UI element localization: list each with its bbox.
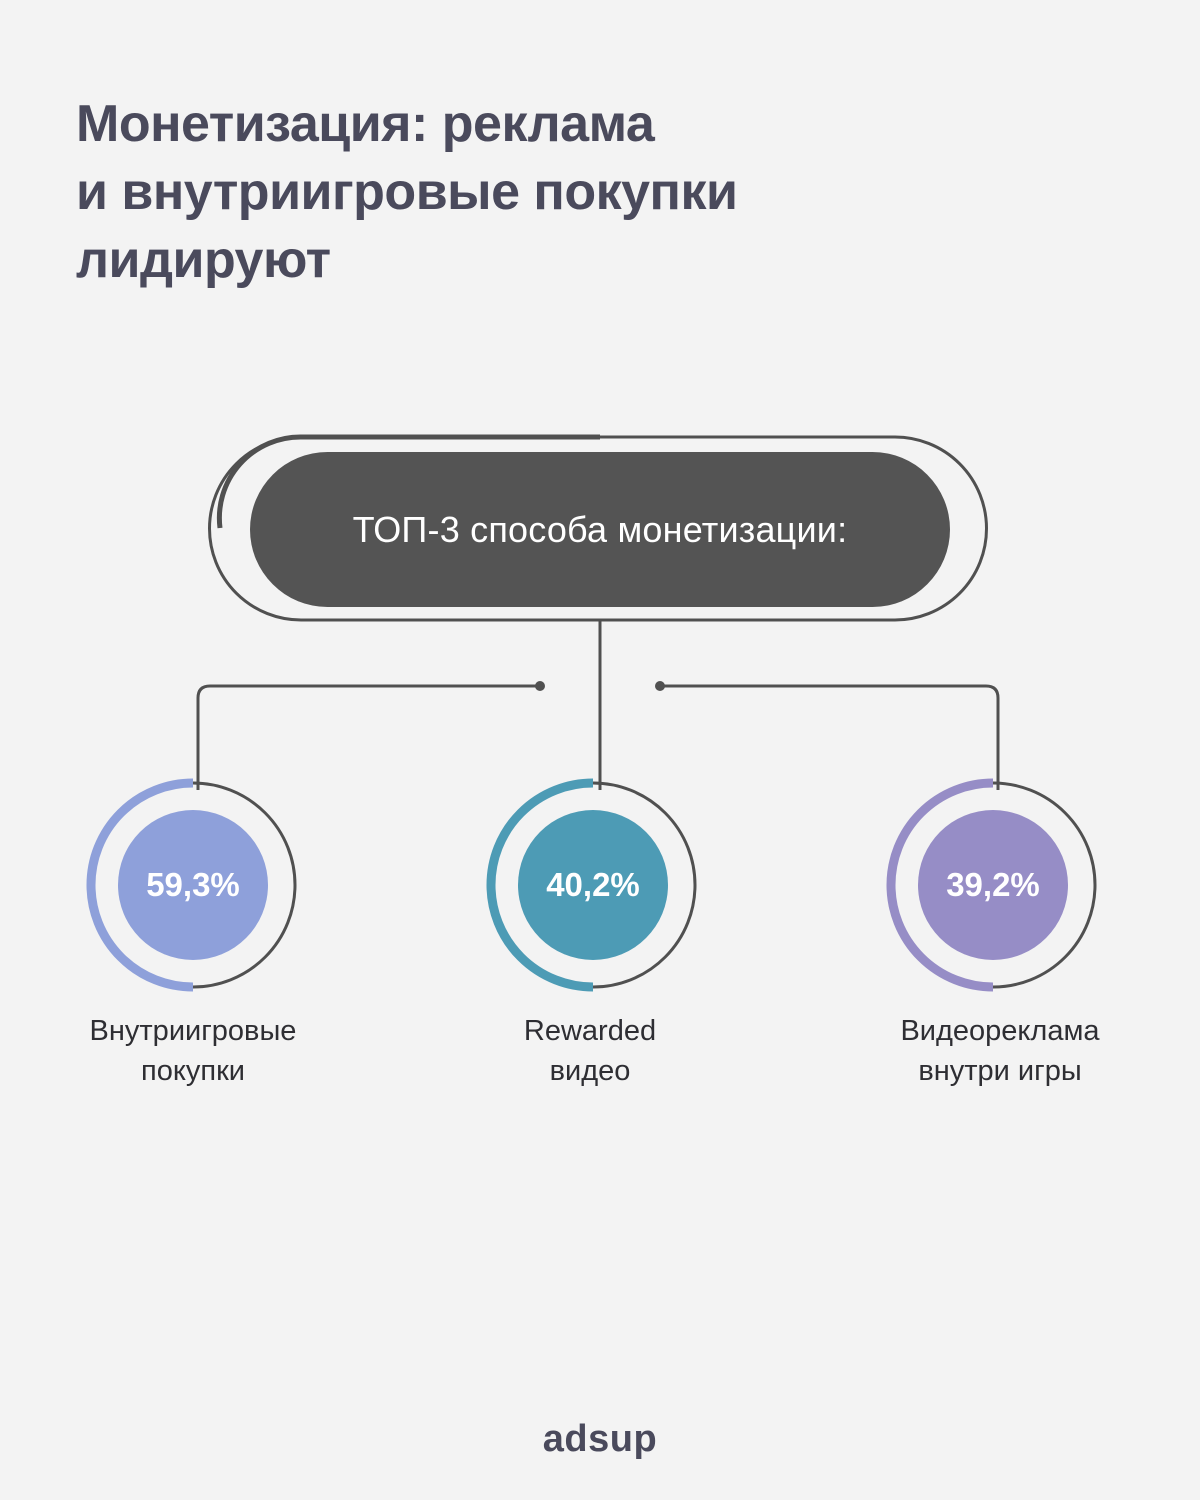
item-1-disc <box>118 810 268 960</box>
item-1-label-line-2: покупки <box>141 1055 245 1087</box>
item-1-label-line-1: Внутриигровые <box>89 1015 297 1047</box>
connector-right-dot <box>655 681 665 691</box>
header-box-text: ТОП-3 способа монетизации: <box>352 508 848 550</box>
connector-right <box>660 684 1000 790</box>
item-1-value: 59,3% <box>146 866 240 903</box>
item-2-gauge <box>486 778 697 992</box>
item-3-label: Видеореклама внутри игры <box>840 1011 1160 1091</box>
header-pill <box>250 452 950 607</box>
item-3-label-line-1: Видеореклама <box>900 1015 1100 1047</box>
connector-left <box>196 684 540 790</box>
item-2-label: Rewarded видео <box>430 1011 750 1091</box>
title-line-2: и внутриигровые покупки <box>76 163 738 221</box>
item-3-label-line-2: внутри игры <box>918 1055 1082 1087</box>
item-2-value: 40,2% <box>546 866 640 903</box>
item-3-value: 39,2% <box>946 866 1040 903</box>
header-outline-accent <box>216 434 600 529</box>
item-1-label: Внутриигровые покупки <box>33 1011 353 1091</box>
item-2-ring-accent <box>486 778 594 992</box>
item-3-ring-accent <box>886 778 994 992</box>
header-outline <box>208 435 988 622</box>
brand-logo: adsup <box>542 1418 658 1460</box>
item-1-gauge <box>86 778 297 992</box>
item-3-gauge <box>886 778 1097 992</box>
title-line-1: Монетизация: реклама <box>76 95 655 153</box>
item-3-disc <box>918 810 1068 960</box>
title-line-3: лидируют <box>76 231 331 289</box>
item-2-disc <box>518 810 668 960</box>
page-title: Монетизация: реклама и внутриигровые пок… <box>76 90 976 294</box>
item-1-ring-accent <box>86 778 194 992</box>
item-2-label-line-2: видео <box>549 1055 631 1087</box>
connector-left-dot <box>535 681 545 691</box>
item-2-label-line-1: Rewarded <box>523 1015 657 1047</box>
